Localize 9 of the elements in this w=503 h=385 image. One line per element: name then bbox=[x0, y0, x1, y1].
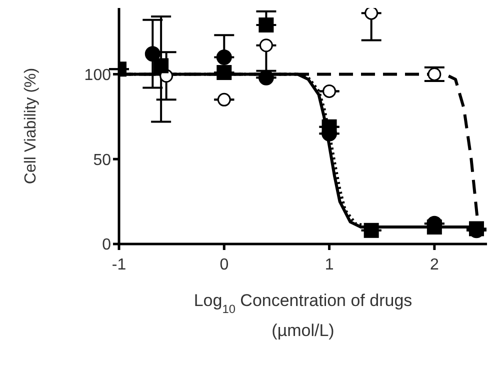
y-axis-title: Cell Viability (%) bbox=[22, 68, 40, 184]
x-tick-label: 1 bbox=[324, 256, 334, 274]
y-tick-label: 50 bbox=[93, 152, 112, 169]
y-tick-label: 0 bbox=[102, 236, 112, 254]
x-tick-label: -1 bbox=[112, 256, 126, 274]
x-tick-label: 0 bbox=[220, 256, 229, 274]
y-tick-label: 100 bbox=[84, 66, 112, 84]
x-tick-label: 2 bbox=[430, 256, 439, 274]
x-axis-title: Log$_{10}$ Concentration of drugs (µmol/L) bbox=[194, 291, 412, 340]
